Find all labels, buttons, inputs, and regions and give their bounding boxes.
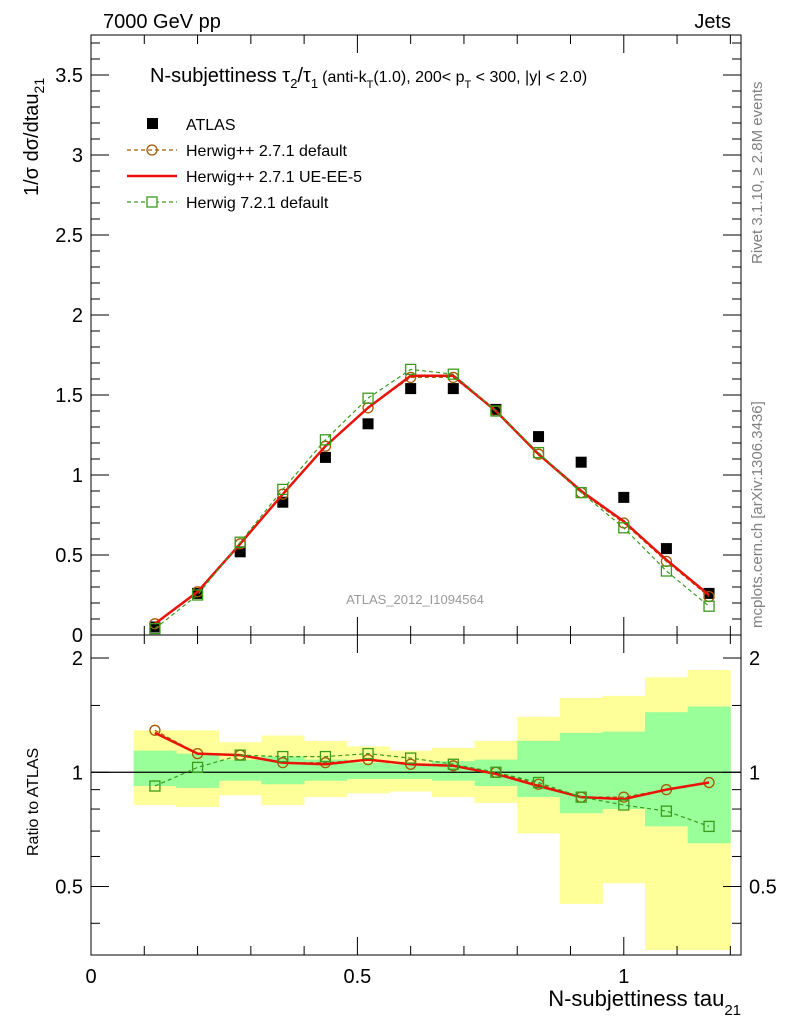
main-y-tick-label: 0.5 [55,545,83,567]
data-point-atlas [575,456,587,468]
legend-marker-atlas [147,118,158,129]
header-energy-label: 7000 GeV pp [103,11,221,33]
main-y-tick-label: 2 [72,305,83,327]
legend-entry-herwigpp-default: Herwig++ 2.7.1 default [127,143,348,160]
data-point-atlas [362,418,374,430]
ratio-point-herwig-7-2-1-default [490,766,502,778]
rivet-side-label: Rivet 3.1.10, ≥ 2.8M events [749,82,766,265]
series-line-herwig-7-2-1-default [154,368,710,630]
ratio-point-herwig-7-2-1-default [405,752,417,764]
main-y-axis-label: 1/σ dσ/dtau21 [21,78,47,196]
data-point-atlas [533,431,545,443]
main-panel: 0 0.5 1 1.5 2 2.5 3 3.5 N-subjettiness τ2/τ1 (an… [21,34,742,647]
ratio-frame [90,634,742,956]
data-point-atlas [405,383,417,395]
mcplots-side-label: mcplots.cern.ch [arXiv:1306.3436] [749,401,766,628]
main-y-tick-label: 3.5 [55,65,83,87]
ratio-point-herwig-7-2-1-default [447,758,459,770]
analysis-watermark: ATLAS_2012_I1094564 [346,592,484,607]
uncertainty-band-inner [218,759,262,781]
series-point-herwig-7-2-1-default [447,368,459,380]
x-tick-label: 0.5 [343,966,371,988]
series-point-herwig-7-2-1-default [277,483,289,496]
data-point-atlas [277,496,289,508]
ratio-y-tick-label-right: 0.5 [749,877,777,899]
ratio-y-tick-label: 2 [72,648,83,670]
main-title: N-subjettiness τ2/τ1 (anti-kT(1.0), 200< … [150,65,587,91]
uncertainty-band-inner [645,712,689,827]
series-point-herwig-7-2-1-default [362,392,374,404]
series-point-herwig-7-2-1-default [618,522,630,534]
series-point-herwig-7-2-1-default [191,589,204,601]
series-point-herwig-7-2-1-default [703,600,715,612]
uncertainty-band-inner [687,706,731,844]
series-point-herwig-2-7-1-default [405,371,417,384]
series-point-herwig-7-2-1-default [405,363,417,376]
ratio-point-herwig-7-2-1-default [277,750,289,763]
legend-label-atlas: ATLAS [186,117,236,134]
x-tick-label: 0 [85,966,96,988]
series-point-herwig-7-2-1-default [234,536,246,548]
data-point-atlas [447,383,459,395]
ratio-y-axis-label: Ratio to ATLAS [25,748,42,856]
ratio-line-herwig-2-7-1-ue-ee-5 [154,731,710,801]
data-point-atlas [192,587,204,599]
legend-label-herwigpp-default: Herwig++ 2.7.1 default [186,143,348,160]
legend-marker-herwig7-default [146,196,158,208]
main-y-tick-label: 1.5 [55,385,83,407]
series-point-herwig-7-2-1-default [575,486,587,499]
main-y-tick-label: 3 [72,145,83,167]
ratio-point-herwig-2-7-1-default [149,724,161,736]
ratio-point-herwig-7-2-1-default [191,761,204,774]
uncertainty-band-inner [346,762,390,780]
series-point-herwig-7-2-1-default [490,405,502,417]
series-point-herwig-7-2-1-default [319,434,332,446]
main-y-tick-label: 1 [72,465,83,487]
ratio-y-tick-label: 1 [72,762,83,784]
ratio-point-herwig-7-2-1-default [362,747,374,760]
legend: ATLAS Herwig++ 2.7.1 default Herwig++ 2.… [127,117,362,212]
header-jets-label: Jets [694,11,731,33]
legend-entry-herwig7-default: Herwig 7.2.1 default [127,195,329,212]
legend-entry-atlas: ATLAS [147,117,236,134]
uncertainty-band-inner [559,732,603,814]
ratio-line-herwig-7-2-1-default [154,752,710,827]
series-point-herwig-7-2-1-default [532,446,545,459]
main-y-tick-label: 2.5 [55,225,83,247]
data-point-atlas [660,543,672,555]
legend-label-herwig7-default: Herwig 7.2.1 default [186,195,329,212]
ratio-point-herwig-7-2-1-default [149,780,161,792]
data-point-atlas [234,546,246,558]
x-tick-label: 1 [618,966,629,988]
ratio-point-herwig-7-2-1-default [618,799,630,811]
ratio-y-tick-label-right: 1 [749,762,760,784]
uncertainty-band-inner [389,764,433,780]
data-point-atlas [703,587,715,599]
data-point-atlas [319,451,331,463]
series-point-herwig-7-2-1-default [660,565,673,577]
main-y-tick-label: 0 [72,625,83,647]
ratio-y-tick-label-right: 2 [749,648,760,670]
uncertainty-band-inner [176,753,220,788]
series-point-herwig-7-2-1-default [149,622,161,635]
ratio-point-herwig-7-2-1-default [660,805,673,817]
ratio-point-herwig-7-2-1-default [703,820,715,833]
legend-label-herwigpp-ueee5: Herwig++ 2.7.1 UE-EE-5 [186,169,362,186]
ratio-panel: 0.5 0.5 1 1 2 2 0 0.5 1 Ratio to ATLAS N-subjett… [25,634,777,1019]
data-point-atlas [149,621,161,633]
data-point-atlas [618,491,630,503]
legend-entry-herwigpp-ueee5: Herwig++ 2.7.1 UE-EE-5 [127,169,362,186]
series-line-herwig-2-7-1-ue-ee-5 [154,374,710,625]
ratio-point-herwig-7-2-1-default [234,749,246,761]
x-axis-label: N-subjettiness tau21 [548,986,741,1019]
ratio-point-herwig-7-2-1-default [532,776,545,789]
ratio-point-herwig-7-2-1-default [319,750,332,763]
legend-marker-herwigpp-default [146,144,158,156]
ratio-point-herwig-7-2-1-default [575,791,587,803]
ratio-y-tick-label: 0.5 [55,877,83,899]
